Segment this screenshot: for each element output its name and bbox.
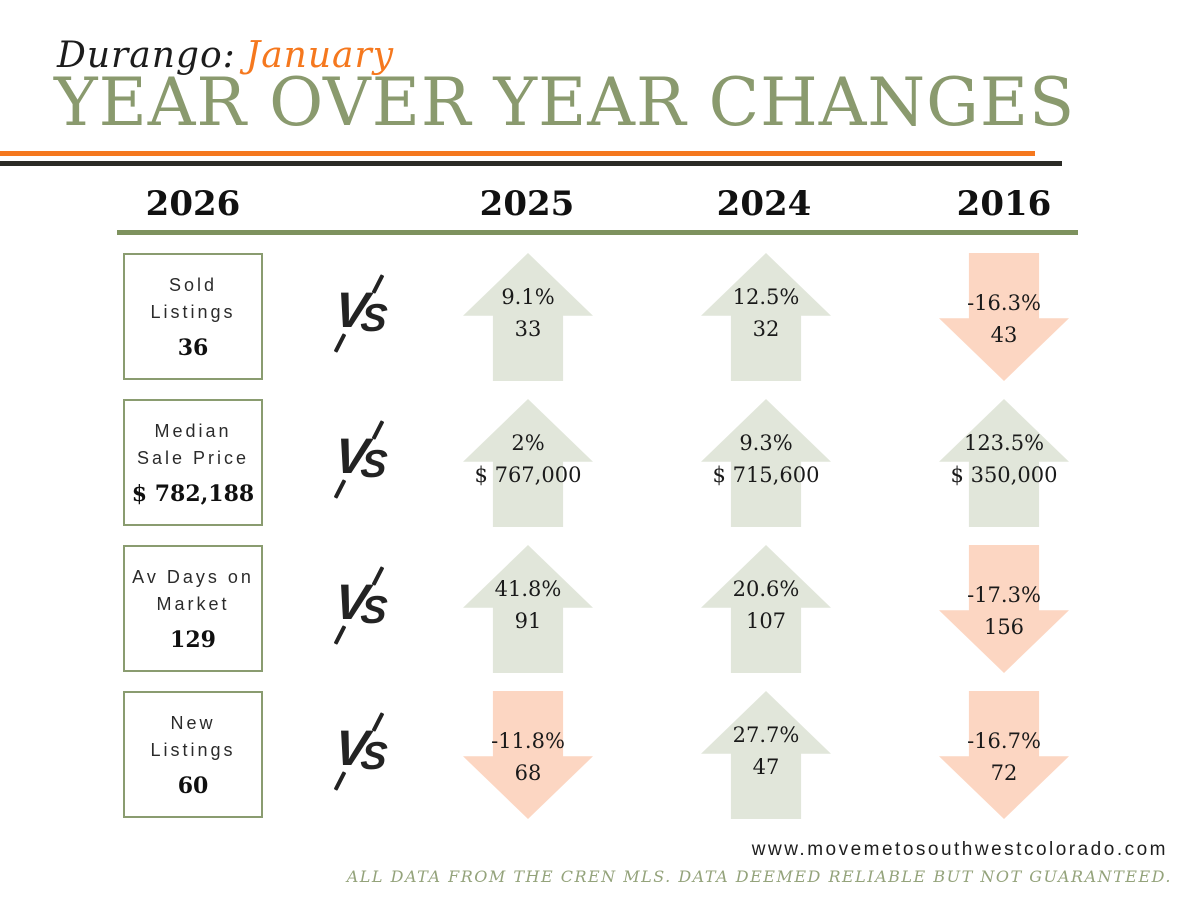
yoy-cell: 12.5% 32 [656, 253, 876, 381]
table-row: New Listings 60 V S -11.8% 68 27.7% 47 -… [0, 691, 1200, 819]
trend-arrow-icon [939, 545, 1069, 673]
column-header-year: 2016 [956, 184, 1052, 224]
change-percent: 2% [511, 431, 545, 455]
vs-letter-s: S [358, 297, 390, 340]
vs-icon: V S [332, 420, 393, 503]
table-row: Sold Listings 36 V S 9.1% 33 12.5% 32 -1… [0, 253, 1200, 381]
metric-label: New Listings [150, 713, 236, 760]
yoy-cell: -11.8% 68 [418, 691, 638, 819]
slash-icon [371, 566, 385, 586]
year-value: $ 350,000 [950, 463, 1058, 487]
change-percent: 9.3% [739, 431, 793, 455]
slash-icon [371, 274, 385, 294]
yoy-cell: 20.6% 107 [656, 545, 876, 673]
year-value: 68 [514, 761, 542, 785]
yoy-cell: 27.7% 47 [656, 691, 876, 819]
metric-box: Av Days on Market 129 [123, 545, 263, 672]
yoy-cell: -17.3% 156 [894, 545, 1114, 673]
change-percent: 9.1% [501, 285, 555, 309]
year-value: 47 [752, 755, 780, 779]
data-disclaimer: ALL DATA FROM THE CREN MLS. DATA DEEMED … [346, 867, 1172, 886]
metric-box: Sold Listings 36 [123, 253, 263, 380]
vs-icon: V S [332, 566, 393, 649]
trend-arrow-icon [463, 691, 593, 819]
change-percent: -16.7% [967, 729, 1041, 753]
change-percent: -17.3% [967, 583, 1041, 607]
metric-value: 36 [177, 335, 209, 361]
slash-icon [371, 712, 385, 732]
year-value: 32 [752, 317, 780, 341]
black-divider [0, 161, 1062, 166]
year-value: 43 [990, 323, 1018, 347]
slash-icon [371, 420, 385, 440]
change-percent: -16.3% [967, 291, 1041, 315]
orange-divider [0, 151, 1035, 156]
trend-arrow-icon [939, 691, 1069, 819]
metric-label: Median Sale Price [136, 421, 250, 468]
year-value: $ 715,600 [712, 463, 820, 487]
metric-label: Sold Listings [150, 275, 236, 322]
table-row: Median Sale Price $ 782,188 V S 2% $ 767… [0, 399, 1200, 527]
year-value: 156 [983, 615, 1025, 639]
year-value: 107 [745, 609, 787, 633]
change-percent: 20.6% [732, 577, 800, 601]
yoy-cell: -16.7% 72 [894, 691, 1114, 819]
vs-icon: V S [332, 274, 393, 357]
page-title: YEAR OVER YEAR CHANGES [54, 64, 1076, 141]
yoy-cell: 9.1% 33 [418, 253, 638, 381]
yoy-cell: -16.3% 43 [894, 253, 1114, 381]
metric-value: 60 [177, 773, 209, 799]
month-label: January [245, 35, 395, 76]
yoy-cell: 41.8% 91 [418, 545, 638, 673]
yoy-cell: 9.3% $ 715,600 [656, 399, 876, 527]
vs-letter-s: S [358, 443, 390, 486]
location-label: Durango: [57, 35, 236, 76]
yoy-cell: 123.5% $ 350,000 [894, 399, 1114, 527]
column-header-year: 2024 [716, 184, 812, 224]
metric-box: New Listings 60 [123, 691, 263, 818]
column-header-year: 2025 [479, 184, 575, 224]
page-subtitle: Durango: January [57, 36, 394, 76]
metric-label: Av Days on Market [132, 567, 254, 614]
change-percent: -11.8% [491, 729, 565, 753]
change-percent: 123.5% [963, 431, 1045, 455]
vs-icon: V S [332, 712, 393, 795]
change-percent: 41.8% [494, 577, 562, 601]
table-row: Av Days on Market 129 V S 41.8% 91 20.6%… [0, 545, 1200, 673]
yoy-cell: 2% $ 767,000 [418, 399, 638, 527]
year-value: $ 767,000 [474, 463, 582, 487]
green-divider [117, 230, 1078, 235]
year-value: 33 [514, 317, 542, 341]
trend-arrow-icon [939, 253, 1069, 381]
year-value: 91 [514, 609, 542, 633]
change-percent: 27.7% [732, 723, 800, 747]
column-header-base-year: 2026 [145, 184, 241, 224]
metric-value: $ 782,188 [131, 481, 255, 507]
vs-letter-s: S [358, 589, 390, 632]
website-url: www.movemetosouthwestcolorado.com [751, 839, 1168, 860]
change-percent: 12.5% [732, 285, 800, 309]
metric-value: 129 [170, 627, 216, 653]
vs-letter-s: S [358, 735, 390, 778]
year-value: 72 [990, 761, 1018, 785]
metric-box: Median Sale Price $ 782,188 [123, 399, 263, 526]
